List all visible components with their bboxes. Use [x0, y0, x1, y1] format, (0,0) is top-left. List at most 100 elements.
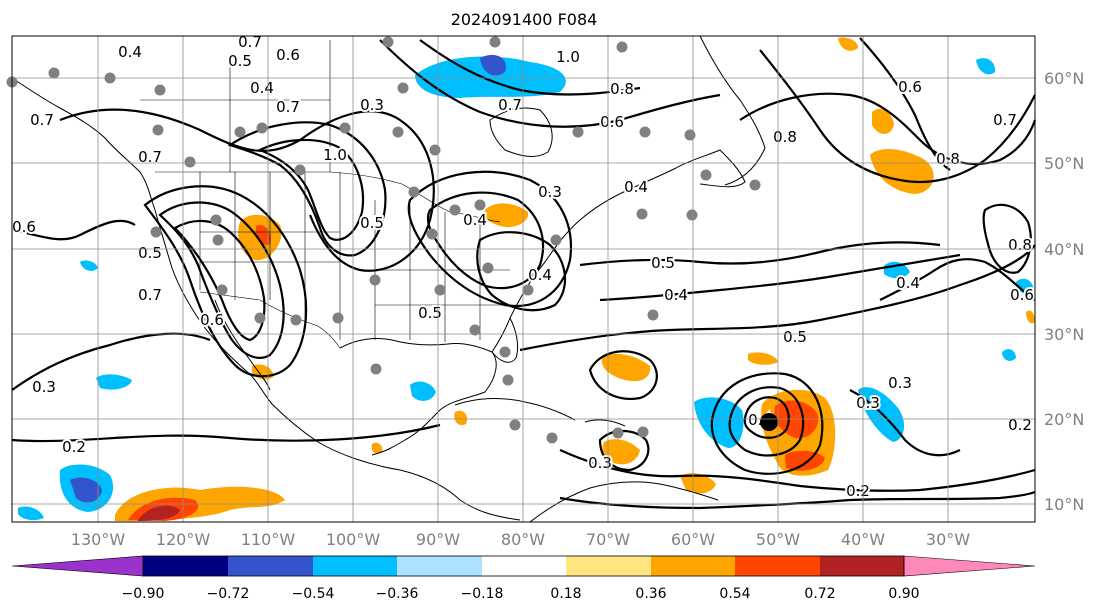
colorbar-segment [735, 556, 820, 576]
contour-storm-ring-3 [710, 372, 824, 475]
contour-label: 0.5 [138, 244, 162, 262]
obs-point [339, 122, 351, 134]
obs-point [382, 36, 394, 48]
shade-cyan-small-3 [1002, 349, 1016, 361]
colorbar-tick-label: −0.36 [376, 586, 419, 602]
coastline-hispaniola [584, 419, 626, 427]
shade-west-pacific-dark-blue [70, 477, 102, 503]
colorbar-tick-label: −0.90 [122, 586, 165, 602]
contour-label: 0.2 [62, 438, 86, 456]
obs-point [502, 374, 514, 386]
contour-north-atlantic-1 [739, 92, 1037, 165]
figure-title: 2024091400 F084 [451, 10, 598, 29]
colorbar-segment [482, 556, 566, 576]
contour-label: 1.0 [556, 48, 580, 66]
contour-label: 0.3 [856, 394, 880, 412]
contour-canada-north-2 [419, 39, 641, 96]
contour-tropical-030 [559, 448, 1036, 492]
contour-label: 0.5 [228, 52, 252, 70]
shade-east-atlantic-blue [976, 58, 996, 75]
obs-point [154, 84, 166, 96]
lon-label: 80°W [501, 530, 545, 549]
colorbar-segment [820, 556, 904, 576]
contour-label: 0.7 [138, 286, 162, 304]
obs-point [254, 312, 266, 324]
lon-label: 90°W [416, 530, 460, 549]
colorbar-tick-label: −0.72 [207, 586, 250, 602]
colorbar: −0.90 −0.72 −0.54 −0.36 −0.18 0.18 0.36 … [11, 555, 1036, 602]
colorbar-frame [142, 555, 905, 577]
lon-label: 70°W [586, 530, 630, 549]
gridlines [12, 36, 1035, 522]
obs-point [449, 204, 461, 216]
shade-bermuda-orange [601, 353, 651, 382]
shade-greenland-orange [838, 37, 858, 51]
colorbar-tick-label: 0.18 [550, 586, 581, 602]
shade-orange-small-7 [748, 352, 778, 365]
obs-point [550, 234, 562, 246]
latitude-labels: 60°N 50°N 40°N 30°N 20°N 10°N [1044, 69, 1084, 514]
coastline-baja [214, 299, 271, 391]
shade-alaska-darkblue [480, 54, 506, 76]
contour-east-030 [849, 389, 961, 457]
shade-orange-small-6 [454, 410, 468, 426]
contour-tropical-020 [559, 490, 1036, 510]
coastline-gulf [339, 337, 497, 456]
colorbar-segment [397, 556, 482, 576]
lon-label: 130°W [71, 530, 126, 549]
colorbar-tick-label: 0.90 [888, 586, 919, 602]
shade-orange-small-5 [371, 442, 383, 454]
shade-cyan-small-4 [18, 506, 44, 521]
obs-point [639, 126, 651, 138]
contour-060-west [11, 219, 136, 241]
obs-point [332, 312, 344, 324]
contour-label: 0.4 [624, 178, 648, 196]
contour-label: 0.2 [1008, 416, 1032, 434]
shade-sa-orange [680, 473, 716, 494]
colorbar-tick-label: 0.36 [635, 586, 666, 602]
obs-point [184, 156, 196, 168]
political-borders [140, 40, 510, 349]
obs-point [612, 427, 624, 439]
contour-jet-north-2 [227, 121, 387, 257]
map-frame [11, 35, 1036, 523]
border-us-mexico [199, 291, 341, 349]
lat-label: 10°N [1044, 495, 1084, 514]
contour-north-atlantic-2 [759, 49, 1036, 184]
lat-label: 30°N [1044, 325, 1084, 344]
obs-point [294, 164, 306, 176]
contour-east-low [476, 231, 567, 312]
contour-label: 0.6 [276, 46, 300, 64]
storm-center-marker [760, 413, 778, 431]
longitude-labels: 130°W 120°W 110°W 100°W 90°W 80°W 70°W 6… [71, 530, 970, 549]
contour-label: 0.5 [651, 254, 675, 272]
obs-point [216, 284, 228, 296]
canada-provinces [140, 40, 331, 172]
contour-label-layer: 0.4 0.7 0.5 0.6 0.4 0.7 0.6 1.0 0.7 0.6 … [10, 31, 1036, 502]
contour-canada-north [379, 39, 721, 128]
contour-label: 0.7 [498, 96, 522, 114]
contour-label: 0.5 [418, 304, 442, 322]
contour-far-east-low [982, 203, 1032, 274]
contour-label: 0.5 [783, 328, 807, 346]
shade-gulf-blue [410, 381, 436, 401]
contour-label: 0.3 [538, 183, 562, 201]
contour-mid-atlantic-040 [599, 253, 961, 302]
coastline-south-america [529, 481, 719, 523]
obs-point [212, 234, 224, 246]
coastline-greenland [699, 35, 766, 186]
contour-east-040-north [879, 258, 1036, 301]
obs-point [509, 419, 521, 431]
contour-label: 0.6 [1010, 286, 1034, 304]
map-background [12, 36, 1035, 522]
colorbar-segment [228, 556, 313, 576]
contour-great-lakes-low-2 [426, 191, 545, 290]
colorbar-segment [313, 556, 397, 576]
contour-label: 0.2 [846, 482, 870, 500]
contour-label: 0.3 [360, 96, 384, 114]
contour-mid-atlantic-050 [579, 241, 941, 267]
colorbar-segment [143, 556, 228, 576]
obs-point [150, 226, 162, 238]
shade-southwest-darkred [138, 505, 180, 521]
obs-point [474, 199, 486, 211]
